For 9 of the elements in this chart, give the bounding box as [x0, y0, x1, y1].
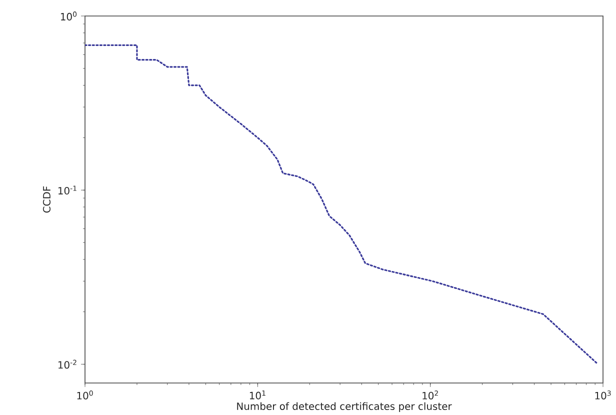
x-tick-label: 10$^{3}$ — [595, 390, 611, 400]
y-tick-label: 10$^{-2}$ — [58, 360, 76, 369]
x-axis-title: Number of detected certificates per cluster — [237, 402, 452, 412]
y-tick-label: 10$^{0}$ — [60, 12, 77, 20]
y-tick-label: 10$^{-1}$ — [58, 186, 76, 195]
y-axis-title: CCDF — [42, 186, 51, 213]
x-tick-label: 10$^{1}$ — [250, 390, 266, 400]
x-tick-label: 10$^{0}$ — [77, 390, 93, 400]
x-tick-label: 10$^{2}$ — [422, 390, 438, 400]
